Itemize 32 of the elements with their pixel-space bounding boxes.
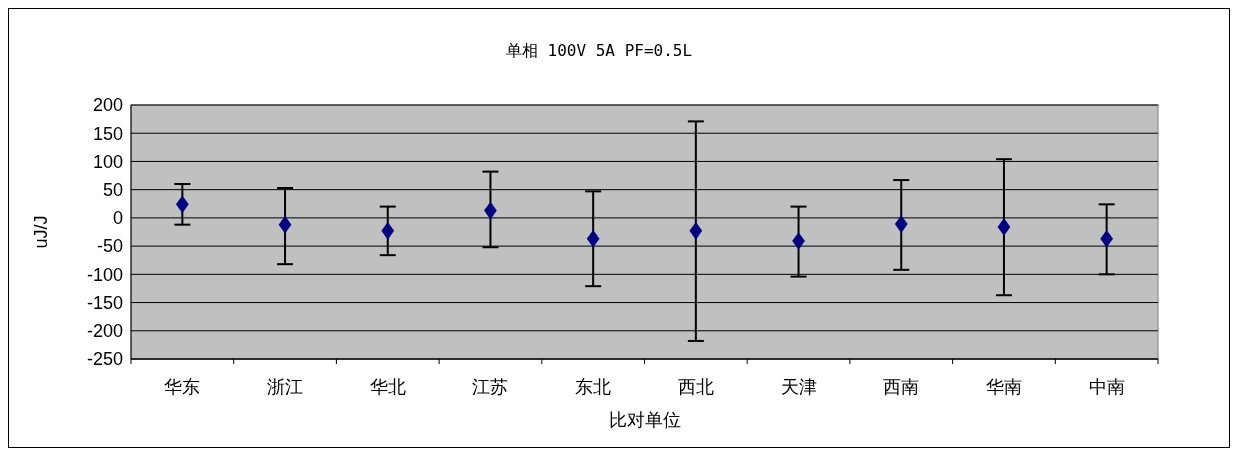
y-tick-label: 200 [92,95,123,116]
point [381,222,395,240]
y-tick-label: -50 [96,236,123,257]
y-tick-label: -250 [86,349,123,370]
point [997,218,1011,236]
x-tick-label: 华北 [369,377,406,397]
point [689,222,703,240]
x-tick-label: 西北 [677,377,714,397]
point [278,215,292,234]
x-tick-label: 天津 [780,377,817,397]
y-tick-label: 50 [102,179,123,200]
y-tick-label: -200 [86,321,123,342]
x-tick-label: 中南 [1088,377,1125,397]
x-tick-label: 华南 [985,377,1022,397]
x-tick-label: 西南 [883,377,920,397]
y-tick-label: 150 [92,123,123,144]
point [175,195,189,214]
x-tick-label: 东北 [575,377,612,397]
point [894,215,908,233]
x-tick-label: 华东 [164,377,201,397]
x-tick-label: 浙江 [267,377,304,397]
point [1100,229,1114,248]
y-tick-label: 0 [112,208,123,229]
y-tick-label: -150 [86,292,123,313]
y-axis-title: uJ/J [31,215,51,249]
chart-title: 单相 100V 5A PF=0.5L [505,41,693,60]
x-tick-label: 江苏 [472,377,509,397]
y-tick-label: -100 [86,264,123,285]
x-axis-title: 比对单位 [608,410,681,430]
point [792,232,805,250]
y-tick-label: 100 [92,151,123,172]
point [586,229,600,248]
